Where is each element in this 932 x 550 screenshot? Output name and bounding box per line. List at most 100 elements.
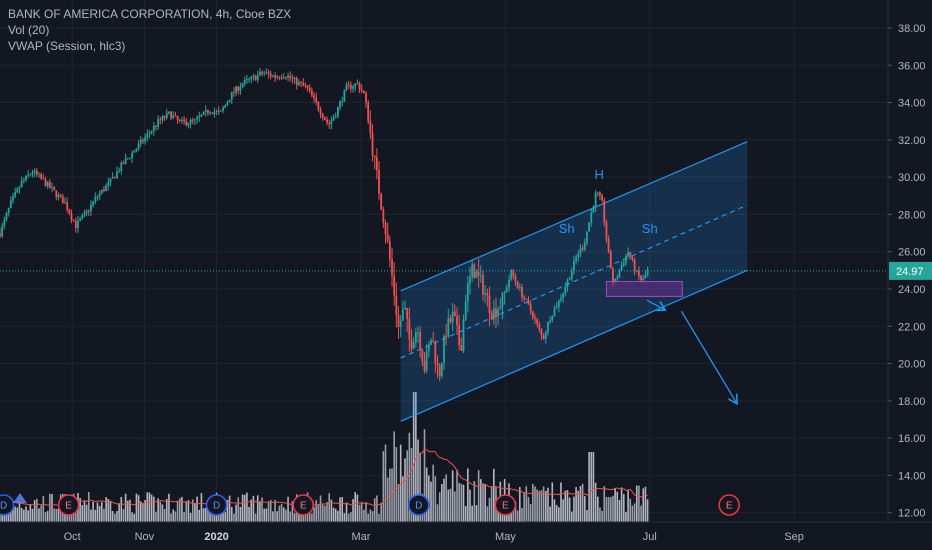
dividend-circle[interactable]	[407, 494, 430, 516]
candle-body	[388, 240, 391, 260]
earnings-marker[interactable]: E	[292, 494, 314, 516]
candle-body	[22, 180, 25, 182]
volume-bar	[549, 506, 551, 522]
volume-bar	[644, 486, 647, 522]
pattern-label[interactable]: Sh	[642, 221, 658, 236]
candle-body	[269, 73, 272, 77]
price-tick-label: 30.00	[898, 172, 926, 184]
candle-body	[278, 76, 281, 78]
volume-bar	[248, 506, 250, 522]
candle-body	[323, 117, 326, 120]
volume-bar	[302, 513, 305, 522]
symbol-legend[interactable]: BANK OF AMERICA CORPORATION, 4h, Cboe BZ…	[8, 7, 292, 21]
candle-body	[486, 292, 489, 296]
candle-body	[217, 111, 220, 112]
candle-body	[371, 132, 374, 156]
dividend-marker[interactable]: D	[0, 494, 15, 516]
volume-bar	[547, 487, 549, 522]
candle-body	[90, 204, 92, 212]
volume-bar	[282, 507, 285, 522]
dividend-marker[interactable]: D	[205, 494, 228, 516]
volume-bar	[441, 484, 443, 522]
candle-body	[198, 116, 201, 118]
volume-bar	[40, 505, 42, 522]
candle-body	[328, 122, 331, 125]
candle-body	[57, 194, 60, 198]
volume-bar	[278, 505, 281, 522]
candle-body	[417, 332, 419, 333]
volume-bar	[536, 489, 538, 522]
earnings-circle[interactable]	[292, 494, 314, 516]
volume-bar	[228, 495, 231, 522]
earnings-marker[interactable]: E	[718, 494, 740, 516]
volume-bar	[521, 508, 523, 522]
candle-body	[599, 192, 601, 196]
earnings-marker[interactable]: E	[57, 494, 80, 516]
candle-body	[276, 76, 279, 78]
candle-body	[230, 91, 233, 101]
time-axis-bg	[0, 522, 932, 550]
volume-bar	[326, 502, 328, 522]
candle-body	[432, 340, 435, 342]
earnings-circle[interactable]	[494, 494, 517, 516]
projection-arrow[interactable]	[680, 311, 737, 402]
candle-body	[538, 323, 541, 330]
candle-body	[601, 195, 604, 201]
candle-body	[235, 86, 237, 93]
volume-bar	[155, 511, 157, 522]
channel-lower-line[interactable]	[400, 269, 748, 422]
volume-bar	[107, 499, 110, 522]
volume-bar	[397, 484, 400, 522]
candle-body	[92, 201, 95, 205]
candle-body	[70, 213, 73, 220]
candle-body	[168, 111, 170, 114]
candle-body	[477, 271, 480, 276]
earnings-circle[interactable]	[57, 494, 80, 516]
volume-bar	[120, 496, 123, 522]
volume-bar	[237, 497, 240, 522]
dividend-circle[interactable]	[205, 494, 228, 516]
volume-bar	[243, 494, 246, 522]
time-axis[interactable]: Oct Nov 2020 Mar May Jul Sep	[0, 521, 932, 550]
volume-bar	[373, 498, 376, 522]
candle-body	[354, 83, 357, 87]
volume-bar	[341, 497, 344, 522]
candle-body	[438, 365, 441, 377]
support-zone[interactable]	[605, 281, 683, 297]
volume-bar	[246, 492, 248, 522]
volume-bar	[109, 500, 112, 522]
candle-body	[306, 85, 309, 88]
vwap-legend[interactable]: VWAP (Session, hlc3)	[8, 39, 126, 53]
candle-body	[560, 298, 562, 301]
dividend-marker[interactable]: D	[407, 494, 430, 516]
candle-body	[53, 187, 56, 191]
volume-bar	[38, 508, 40, 522]
candle-body	[176, 115, 179, 120]
earnings-marker[interactable]: E	[494, 494, 517, 516]
price-axis[interactable]: 12.00 14.00 16.00 18.00 20.00 22.00 24.00 26.00…	[887, 0, 932, 550]
candle-body	[170, 111, 173, 119]
volume-bar	[371, 511, 374, 522]
drawings-overlay[interactable]: H Sh Sh	[0, 167, 888, 403]
volume-bar	[633, 503, 636, 522]
projection-arrow[interactable]	[646, 299, 664, 309]
channel-upper-line[interactable]	[400, 141, 748, 292]
earnings-circle[interactable]	[718, 494, 740, 516]
candle-body	[514, 276, 517, 282]
volume-bar	[540, 490, 543, 522]
volume-legend[interactable]: Vol (20)	[8, 23, 50, 37]
volume-bar	[488, 497, 491, 522]
volume-bar	[527, 496, 530, 522]
candle-body	[332, 117, 335, 121]
pattern-label[interactable]: Sh	[559, 221, 575, 236]
dividend-circle[interactable]	[0, 494, 15, 516]
candle-body	[25, 175, 27, 181]
candle-body	[568, 279, 571, 280]
pattern-label[interactable]: H	[595, 167, 604, 182]
volume-bar	[324, 505, 326, 522]
volume-bar	[49, 493, 51, 522]
volume-bar	[380, 502, 382, 522]
volume-bar	[542, 486, 545, 522]
